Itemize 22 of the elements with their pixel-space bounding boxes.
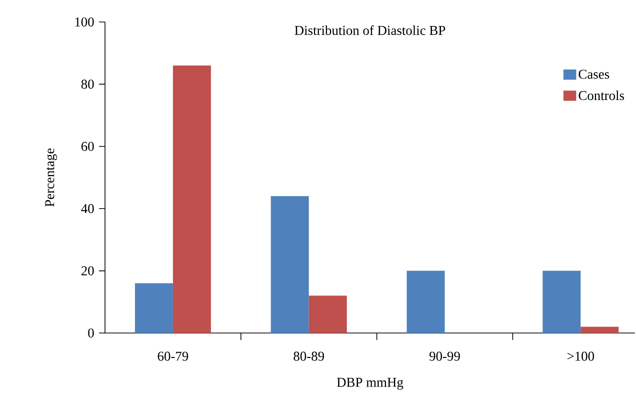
x-tick-label: 90-99: [429, 352, 460, 361]
x-tick-label: 60-79: [158, 352, 188, 361]
x-tick-label: >100: [567, 352, 594, 361]
bar: [406, 270, 445, 333]
bar: [580, 326, 619, 333]
x-tick-label: 80-89: [294, 352, 324, 361]
legend-label: Controls: [578, 90, 624, 100]
bar: [542, 270, 581, 333]
bar: [270, 196, 309, 333]
y-axis-title: Percentage: [45, 148, 57, 207]
bar: [134, 283, 173, 333]
y-tick-label: 20: [81, 266, 94, 276]
x-axis-title: DBP mmHg: [336, 378, 404, 390]
y-tick-label: 100: [75, 17, 94, 27]
y-tick-label: 60: [81, 142, 94, 151]
legend-label: Cases: [578, 70, 610, 79]
y-tick-label: 0: [88, 328, 94, 338]
chart-title: Distribution of Diastolic BP: [294, 25, 446, 35]
bar: [172, 66, 211, 333]
y-tick-label: 40: [81, 204, 94, 214]
y-tick-label: 80: [81, 80, 94, 89]
bar: [308, 296, 347, 333]
